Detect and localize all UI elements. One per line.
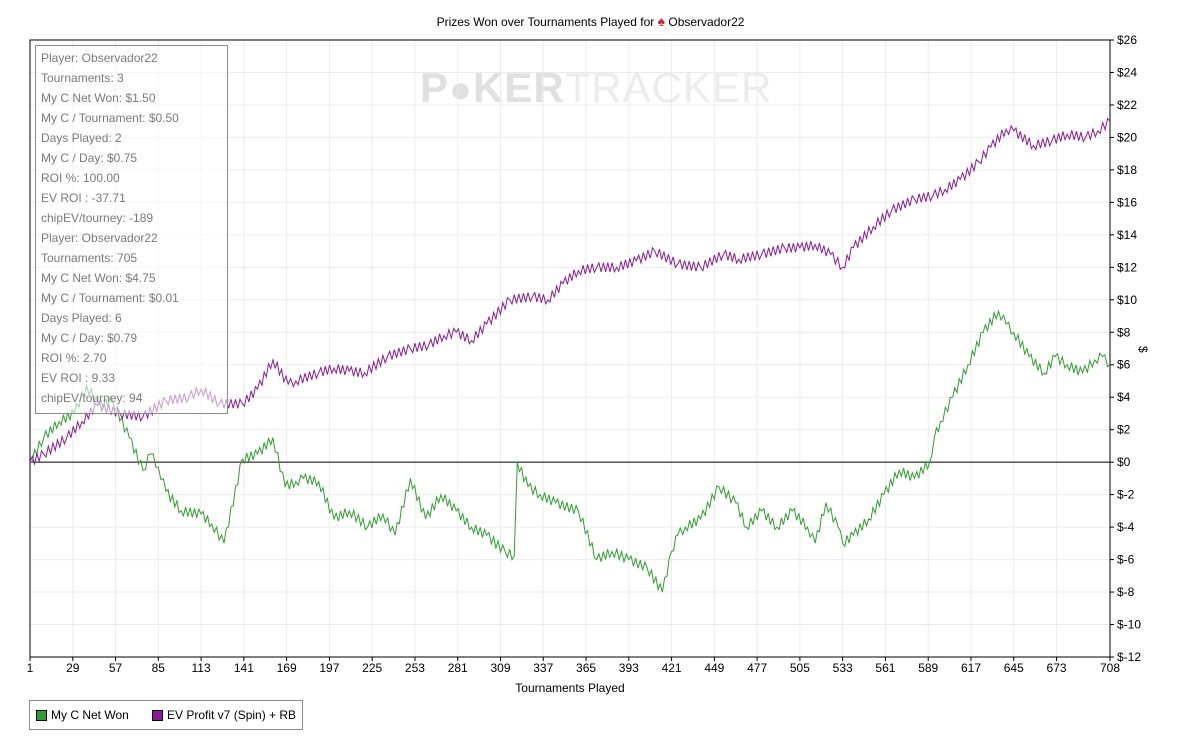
chart-title: Prizes Won over Tournaments Played for ♠… [0, 13, 1181, 30]
x-tick-label: 197 [319, 661, 339, 675]
x-tick-label: 85 [152, 661, 166, 675]
legend-swatch [152, 709, 163, 721]
legend-item-net-won[interactable]: My C Net Won [36, 708, 129, 722]
y-tick-label: $-8 [1117, 585, 1135, 599]
stats-line: Tournaments: 3 [41, 71, 124, 85]
stats-line: Days Played: 2 [41, 131, 122, 145]
x-tick-label: 393 [619, 661, 639, 675]
stats-box: Player: Observador22 Tournaments: 3 My C N… [35, 45, 228, 414]
y-tick-label: $2 [1117, 423, 1131, 437]
x-tick-label: 561 [875, 661, 895, 675]
stats-line: Player: Observador22 [41, 51, 158, 65]
y-tick-label: $-6 [1117, 553, 1135, 567]
x-tick-label: 1 [27, 661, 34, 675]
legend: My C Net Won EV Profit v7 (Spin) + RB [29, 700, 303, 730]
x-tick-label: 421 [662, 661, 682, 675]
x-tick-label: 337 [533, 661, 553, 675]
x-tick-label: 309 [490, 661, 510, 675]
stats-line: chipEV/tourney: -189 [41, 211, 154, 225]
plot-frame [29, 39, 1111, 658]
stats-line: ROI %: 100.00 [41, 171, 120, 185]
y-tick-label: $16 [1117, 195, 1137, 209]
x-tick-label: 589 [918, 661, 938, 675]
stats-line: Days Played: 6 [41, 311, 122, 325]
y-tick-label: $24 [1117, 65, 1137, 79]
y-tick-label: $-12 [1117, 650, 1141, 664]
y-tick-label: $-2 [1117, 488, 1135, 502]
x-tick-label: 253 [405, 661, 425, 675]
stats-line: EV ROI : -37.71 [41, 191, 126, 205]
y-axis-label: $ [1136, 346, 1150, 353]
stats-line: EV ROI : 9.33 [41, 371, 116, 385]
spade-icon: ♠ [657, 13, 666, 29]
stats-line: My C Net Won: $4.75 [41, 271, 156, 285]
stats-line: My C / Day: $0.79 [41, 331, 138, 345]
y-tick-label: $14 [1117, 228, 1137, 242]
y-tick-label: $8 [1117, 325, 1131, 339]
x-tick-label: 281 [448, 661, 468, 675]
x-tick-label: 225 [362, 661, 382, 675]
tick-labels: $26 $24 $22 $20 $18 $16 $14 $12 $10 $8 $6 $4 $2 $0 $-2… [27, 33, 1142, 675]
x-tick-label: 533 [833, 661, 853, 675]
stats-line: chipEV/tourney: 94 [41, 391, 143, 405]
stats-line: Player: Observador22 [41, 231, 158, 245]
legend-label: EV Profit v7 (Spin) + RB [167, 708, 297, 722]
x-tick-label: 141 [234, 661, 254, 675]
pokertracker-watermark: P●KERTRACKER [420, 64, 773, 111]
y-tick-label: $10 [1117, 293, 1137, 307]
y-tick-label: $26 [1117, 33, 1137, 47]
legend-label: My C Net Won [51, 708, 129, 722]
x-axis-label: Tournaments Played [515, 681, 625, 695]
y-tick-label: $22 [1117, 98, 1137, 112]
x-tick-label: 365 [576, 661, 596, 675]
x-tick-label: 645 [1004, 661, 1024, 675]
x-tick-label: 477 [747, 661, 767, 675]
legend-item-ev-profit[interactable]: EV Profit v7 (Spin) + RB [152, 708, 296, 722]
legend-swatch [36, 709, 47, 721]
y-tick-label: $20 [1117, 130, 1137, 144]
stats-line: My C / Tournament: $0.01 [41, 291, 179, 305]
x-tick-label: 673 [1047, 661, 1067, 675]
y-tick-label: $-10 [1117, 618, 1141, 632]
x-tick-label: 708 [1100, 661, 1120, 675]
series-line-net-won [29, 309, 1111, 593]
y-tick-label: $18 [1117, 163, 1137, 177]
stats-line: ROI %: 2.70 [41, 351, 107, 365]
stats-line: My C / Day: $0.75 [41, 151, 138, 165]
y-tick-label: $0 [1117, 455, 1131, 469]
stats-line: My C Net Won: $1.50 [41, 91, 156, 105]
x-tick-label: 29 [66, 661, 80, 675]
y-tick-label: $-4 [1117, 520, 1135, 534]
stats-line: Tournaments: 705 [41, 251, 138, 265]
x-tick-label: 505 [790, 661, 810, 675]
y-tick-label: $12 [1117, 260, 1137, 274]
y-tick-label: $4 [1117, 390, 1131, 404]
title-player: Observador22 [668, 15, 745, 29]
x-tick-label: 113 [192, 661, 211, 675]
title-prefix: Prizes Won over Tournaments Played for [436, 15, 655, 29]
y-tick-label: $6 [1117, 358, 1131, 372]
x-tick-label: 617 [961, 661, 981, 675]
x-tick-label: 57 [109, 661, 123, 675]
x-tick-label: 449 [704, 661, 724, 675]
x-tick-label: 169 [277, 661, 297, 675]
stats-line: My C / Tournament: $0.50 [41, 111, 179, 125]
